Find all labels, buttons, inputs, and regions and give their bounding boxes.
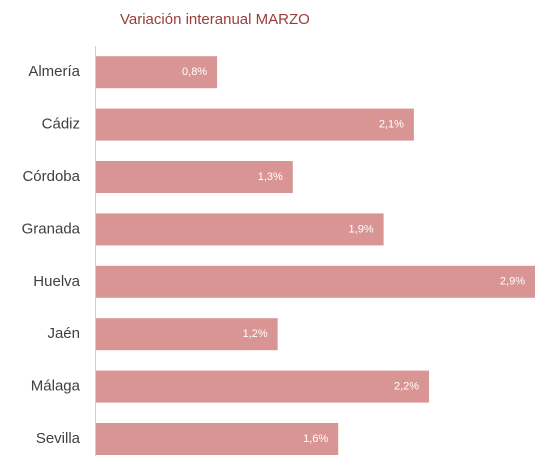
bar [96, 423, 339, 455]
value-label: 2,1% [379, 119, 404, 131]
category-label: Almería [28, 63, 80, 80]
category-label: Granada [22, 220, 81, 237]
chart-title: Variación interanual MARZO [120, 11, 310, 28]
category-label: Sevilla [36, 430, 81, 447]
bar [96, 318, 278, 351]
value-label: 0,8% [182, 66, 207, 78]
bar [96, 108, 414, 141]
value-label: 2,2% [394, 381, 419, 393]
category-label: Cádiz [42, 116, 80, 133]
bar [96, 370, 430, 403]
value-label: 1,6% [303, 433, 328, 445]
bar [96, 56, 218, 89]
value-label: 2,9% [500, 276, 525, 288]
value-label: 1,9% [349, 223, 374, 235]
value-label: 1,3% [258, 171, 283, 183]
bar [96, 265, 535, 298]
category-label: Málaga [31, 378, 81, 395]
bar [96, 161, 293, 193]
category-label: Huelva [33, 273, 80, 290]
category-label: Jaén [47, 325, 80, 342]
value-label: 1,2% [243, 328, 268, 340]
bar [96, 213, 384, 246]
category-label: Córdoba [22, 168, 80, 185]
